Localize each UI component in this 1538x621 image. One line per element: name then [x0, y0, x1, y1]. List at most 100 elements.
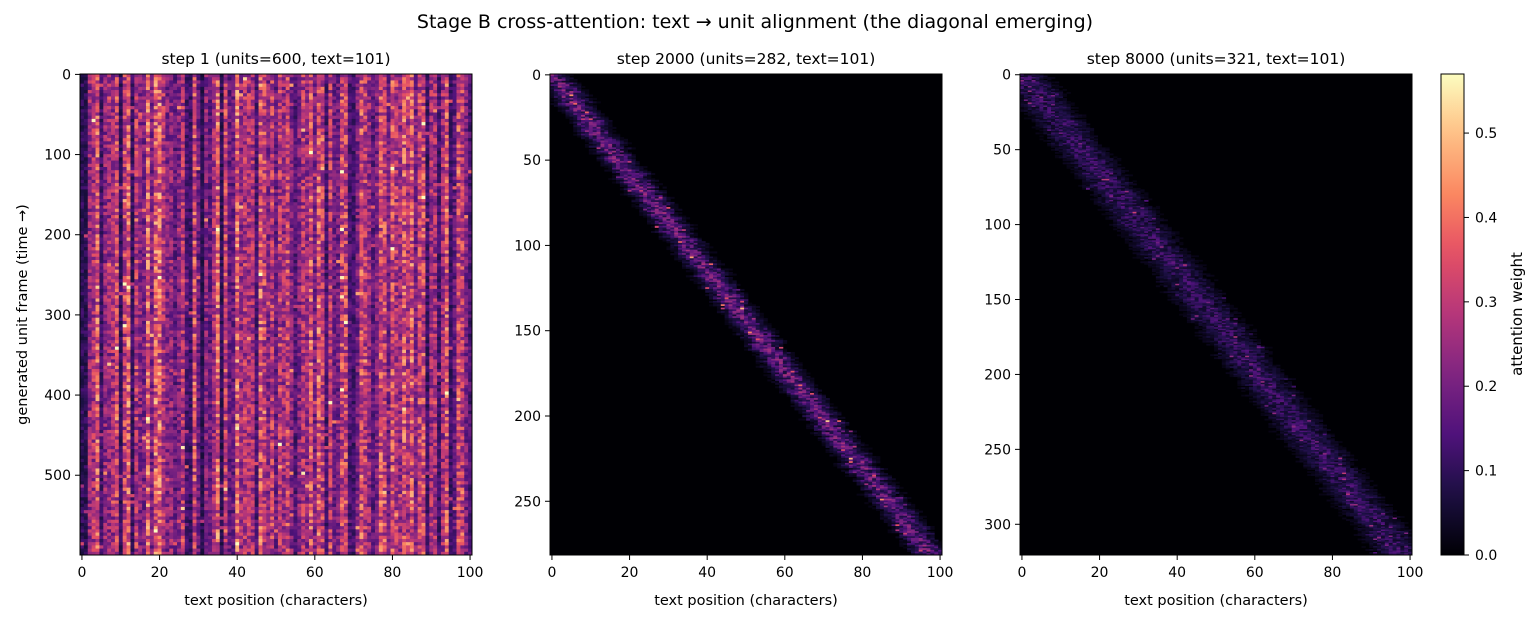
heatmap-cell [425, 144, 430, 149]
heatmap-cell [452, 221, 457, 226]
heatmap-cell [433, 176, 438, 181]
heatmap-cell [464, 208, 469, 213]
heatmap-cell [363, 195, 368, 200]
heatmap-cell [281, 170, 287, 174]
heatmap-cell [289, 202, 294, 206]
heatmap-cell [227, 115, 232, 120]
heatmap-cell [347, 144, 353, 149]
heatmap-cell [351, 74, 357, 78]
heatmap-cell [235, 106, 240, 110]
heatmap-cell [107, 115, 112, 120]
heatmap-cell [180, 99, 186, 104]
heatmap-cell [281, 83, 287, 88]
heatmap-cell [277, 74, 283, 78]
heatmap-cell [406, 125, 411, 130]
heatmap-cell [328, 154, 333, 158]
heatmap-cell [285, 154, 291, 158]
heatmap-cell [138, 131, 143, 136]
heatmap-cell [262, 106, 267, 110]
heatmap-cell [312, 86, 318, 91]
heatmap-cell [211, 173, 217, 178]
heatmap-cell [301, 99, 306, 104]
heatmap-cell [421, 106, 426, 110]
heatmap-cell [149, 138, 155, 142]
heatmap-cell [188, 83, 194, 88]
heatmap-cell [235, 199, 240, 203]
heatmap-cell [91, 179, 97, 184]
heatmap-cell [184, 128, 190, 133]
heatmap-cell [371, 99, 376, 104]
heatmap-cell [153, 128, 159, 133]
heatmap-cell [386, 199, 391, 203]
heatmap-cell [367, 163, 372, 168]
heatmap-cell [114, 224, 120, 229]
heatmap-cell [227, 138, 232, 142]
heatmap-cell [281, 77, 287, 81]
heatmap-cell [316, 83, 322, 88]
heatmap-cell [184, 122, 190, 126]
heatmap-cell [297, 118, 302, 123]
heatmap-cell [468, 189, 473, 194]
heatmap-cell [266, 166, 271, 171]
heatmap-cell [281, 102, 287, 107]
heatmap-cell [192, 93, 197, 97]
heatmap-cell [204, 154, 209, 158]
heatmap-cell [215, 199, 221, 203]
heatmap-cell [363, 102, 368, 107]
heatmap-cell [157, 115, 162, 120]
heatmap-cell [173, 106, 178, 110]
heatmap-cell [355, 199, 360, 203]
heatmap-cell [316, 195, 322, 200]
heatmap-cell [161, 173, 166, 178]
heatmap-cell [165, 96, 170, 101]
heatmap-cell [204, 231, 209, 235]
heatmap-cell [145, 93, 151, 97]
heatmap-cell [114, 118, 120, 123]
heatmap-cell [363, 227, 368, 232]
heatmap-cell [122, 131, 128, 136]
heatmap-cell [281, 163, 287, 168]
heatmap-cell [266, 218, 271, 223]
heatmap-cell [142, 131, 147, 136]
heatmap-cell [107, 128, 112, 133]
heatmap-cell [177, 147, 182, 152]
heatmap-cell [312, 122, 318, 126]
heatmap-cell [336, 221, 341, 226]
heatmap-cell [246, 131, 252, 136]
heatmap-cell [161, 199, 166, 203]
heatmap-cell [122, 192, 128, 197]
heatmap-cell [289, 157, 294, 162]
heatmap-cell [215, 166, 221, 171]
heatmap-cell [406, 115, 411, 120]
heatmap-cell [297, 106, 302, 110]
heatmap-cell [83, 157, 89, 162]
heatmap-cell [340, 115, 345, 120]
heatmap-cell [83, 144, 89, 149]
heatmap-cell [417, 221, 423, 226]
heatmap-cell [367, 80, 372, 85]
heatmap-cell [130, 122, 135, 126]
heatmap-cell [142, 93, 147, 97]
heatmap-cell [145, 221, 151, 226]
heatmap-cell [452, 186, 457, 190]
heatmap-cell [118, 77, 124, 81]
heatmap-cell [452, 109, 457, 113]
heatmap-cell [308, 211, 314, 216]
heatmap-cell [243, 176, 248, 181]
heatmap-cell [200, 195, 205, 200]
heatmap-cell [289, 141, 294, 146]
heatmap-cell [157, 80, 162, 85]
heatmap-cell [161, 224, 166, 229]
heatmap-cell [440, 147, 446, 152]
heatmap-cell [456, 134, 461, 139]
heatmap-cell [355, 118, 360, 123]
heatmap-cell [378, 115, 384, 120]
heatmap-cell [153, 150, 159, 155]
heatmap-cell [180, 115, 186, 120]
heatmap-cell [336, 163, 341, 168]
heatmap-cell [161, 99, 166, 104]
heatmap-cell [184, 102, 190, 107]
heatmap-cell [215, 93, 221, 97]
heatmap-cell [111, 90, 116, 94]
heatmap-cell [390, 93, 395, 97]
